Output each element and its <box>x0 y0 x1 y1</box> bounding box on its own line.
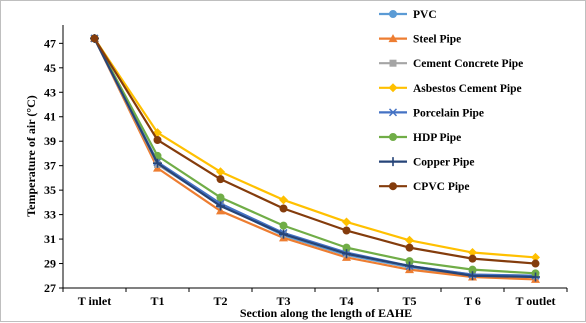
legend-label: Porcelain Pipe <box>413 107 484 119</box>
y-tick-label: 47 <box>44 36 56 50</box>
y-tick-label: 27 <box>44 281 56 295</box>
data-point-asbestos-cement-pipe <box>342 217 351 227</box>
series-cpvc-pipe <box>90 34 540 268</box>
legend-marker <box>388 157 398 167</box>
data-point-copper-pipe <box>279 229 288 239</box>
series-line-hdp-pipe <box>93 37 536 275</box>
legend-marker <box>389 133 397 141</box>
series-line-steel-pipe <box>93 37 536 281</box>
data-point-cpvc-pipe <box>216 175 225 184</box>
series-line-asbestos-cement-pipe <box>93 37 536 259</box>
y-tick-label: 33 <box>44 208 56 222</box>
legend-marker <box>389 59 397 67</box>
legend-marker <box>388 108 398 117</box>
series-layer <box>90 33 540 283</box>
x-axis-title: Section along the length of EAHE <box>240 306 412 320</box>
legend-item-hdp-pipe: HDP Pipe <box>379 132 461 144</box>
data-point-copper-pipe <box>531 272 540 282</box>
x-tick-label: T2 <box>213 294 227 308</box>
data-point-cpvc-pipe <box>90 34 99 43</box>
y-tick-label: 41 <box>44 110 56 124</box>
legend-label: Steel Pipe <box>413 34 461 46</box>
series-line-copper-pipe <box>93 37 536 279</box>
data-point-copper-pipe <box>468 271 477 281</box>
series-line-cpvc-pipe <box>93 37 536 265</box>
legend-label: CPVC Pipe <box>413 181 470 193</box>
y-tick-label: 35 <box>44 183 56 197</box>
legend-label: Cement Concrete Pipe <box>413 58 523 70</box>
legend-label: HDP Pipe <box>413 132 461 144</box>
data-point-asbestos-cement-pipe <box>468 248 477 258</box>
data-point-asbestos-cement-pipe <box>531 252 540 262</box>
legend-item-cement-concrete-pipe: Cement Concrete Pipe <box>379 58 523 70</box>
x-tick-label: T4 <box>339 294 353 308</box>
legend-marker <box>389 182 397 191</box>
data-point-copper-pipe <box>153 158 162 168</box>
x-tick-label: T1 <box>150 294 164 308</box>
data-point-cpvc-pipe <box>153 135 162 144</box>
legend-item-porcelain-pipe: Porcelain Pipe <box>379 107 484 119</box>
data-point-cpvc-pipe <box>468 254 477 263</box>
y-axis-title: Temperature of air (°C) <box>24 95 38 217</box>
legend-marker <box>389 10 397 18</box>
y-tick-label: 43 <box>44 85 56 99</box>
y-tick-label: 29 <box>44 257 56 271</box>
x-tick-label: T5 <box>402 294 416 308</box>
data-point-copper-pipe <box>405 261 414 271</box>
series-asbestos-cement-pipe <box>90 33 540 262</box>
x-tick-label: T3 <box>276 294 290 308</box>
data-point-asbestos-cement-pipe <box>279 195 288 205</box>
legend-item-asbestos-cement-pipe: Asbestos Cement Pipe <box>379 83 522 95</box>
legend-item-steel-pipe: Steel Pipe <box>379 34 461 46</box>
y-tick-label: 31 <box>44 232 56 246</box>
data-point-asbestos-cement-pipe <box>216 167 225 177</box>
data-point-copper-pipe <box>342 249 351 259</box>
data-point-asbestos-cement-pipe <box>405 235 414 245</box>
data-point-cpvc-pipe <box>405 243 414 252</box>
legend-item-cpvc-pipe: CPVC Pipe <box>379 181 470 193</box>
legend-label: PVC <box>413 9 437 21</box>
data-point-copper-pipe <box>216 201 225 211</box>
data-point-cpvc-pipe <box>279 204 288 213</box>
legend-label: Asbestos Cement Pipe <box>413 83 522 95</box>
y-tick-label: 39 <box>44 134 56 148</box>
data-point-hdp-pipe <box>279 221 288 230</box>
x-tick-label: T 6 <box>464 294 481 308</box>
legend: PVC Steel Pipe Cement Concrete Pipe Asbesto… <box>379 9 523 193</box>
y-tick-label: 37 <box>44 159 56 173</box>
data-point-hdp-pipe <box>216 193 225 202</box>
x-tick-label: T outlet <box>515 294 555 308</box>
y-tick-label: 45 <box>44 61 56 75</box>
data-point-cpvc-pipe <box>531 259 540 268</box>
legend-item-copper-pipe: Copper Pipe <box>379 157 474 169</box>
data-point-cpvc-pipe <box>342 226 351 235</box>
y-axis-ticks: 27 29 31 33 35 37 39 41 43 45 47 <box>44 36 63 295</box>
series-hdp-pipe <box>90 34 540 278</box>
legend-marker <box>388 83 398 93</box>
legend-item-pvc: PVC <box>379 9 437 21</box>
legend-label: Copper Pipe <box>413 157 474 169</box>
x-tick-label: T inlet <box>78 294 111 308</box>
x-axis-ticks: T inlet T1 T2 T3 T4 T5 T 6 T outlet <box>62 288 568 308</box>
legend-marker <box>388 34 398 43</box>
